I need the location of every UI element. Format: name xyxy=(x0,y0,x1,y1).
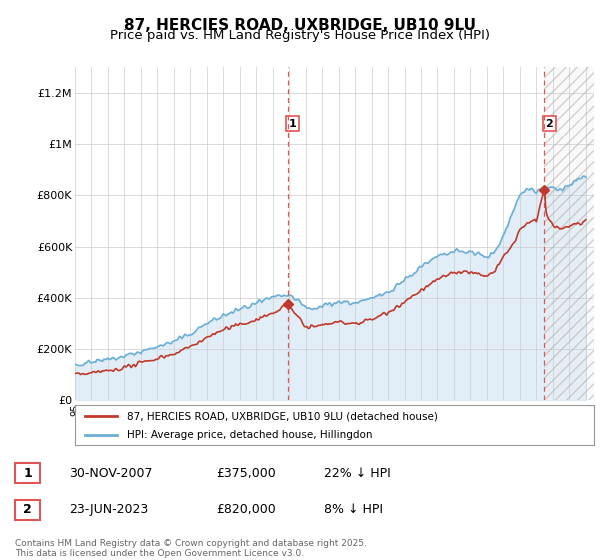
Text: 1: 1 xyxy=(23,466,32,480)
Text: 23-JUN-2023: 23-JUN-2023 xyxy=(69,503,148,516)
Text: 22% ↓ HPI: 22% ↓ HPI xyxy=(324,466,391,480)
Text: £375,000: £375,000 xyxy=(216,466,276,480)
Text: HPI: Average price, detached house, Hillingdon: HPI: Average price, detached house, Hill… xyxy=(127,430,373,440)
Text: 2: 2 xyxy=(23,503,32,516)
Text: 87, HERCIES ROAD, UXBRIDGE, UB10 9LU (detached house): 87, HERCIES ROAD, UXBRIDGE, UB10 9LU (de… xyxy=(127,411,438,421)
Text: 1: 1 xyxy=(289,119,296,129)
Text: Price paid vs. HM Land Registry's House Price Index (HPI): Price paid vs. HM Land Registry's House … xyxy=(110,29,490,42)
Text: £820,000: £820,000 xyxy=(216,503,276,516)
Text: 2: 2 xyxy=(545,119,553,129)
Text: Contains HM Land Registry data © Crown copyright and database right 2025.
This d: Contains HM Land Registry data © Crown c… xyxy=(15,539,367,558)
Text: 30-NOV-2007: 30-NOV-2007 xyxy=(69,466,152,480)
Text: 8% ↓ HPI: 8% ↓ HPI xyxy=(324,503,383,516)
Text: 87, HERCIES ROAD, UXBRIDGE, UB10 9LU: 87, HERCIES ROAD, UXBRIDGE, UB10 9LU xyxy=(124,18,476,33)
